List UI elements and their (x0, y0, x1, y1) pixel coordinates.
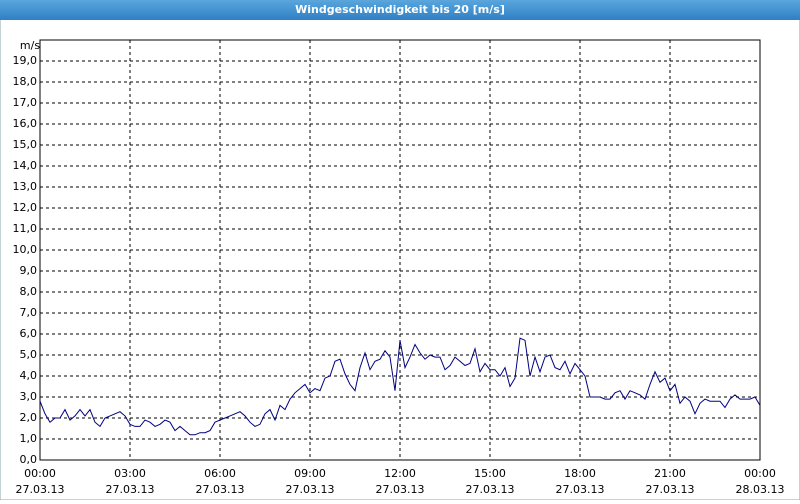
x-tick-label: 12:00 (384, 467, 416, 480)
x-tick-date: 27.03.13 (376, 483, 425, 496)
y-tick-label: 9,0 (20, 264, 38, 277)
y-tick-label: 3,0 (20, 390, 38, 403)
y-tick-label: 6,0 (20, 327, 38, 340)
title-bar (0, 0, 800, 20)
y-tick-label: 1,0 (20, 432, 38, 445)
x-tick-label: 03:00 (114, 467, 146, 480)
y-tick-label: 16,0 (13, 117, 38, 130)
y-tick-label: 11,0 (13, 222, 38, 235)
x-tick-label: 06:00 (204, 467, 236, 480)
y-tick-label: 12,0 (13, 201, 38, 214)
y-axis-label: m/s (20, 39, 40, 52)
y-tick-label: 19,0 (13, 54, 38, 67)
x-tick-date: 27.03.13 (556, 483, 605, 496)
x-tick-date: 27.03.13 (286, 483, 335, 496)
data-line (39, 337, 761, 436)
y-tick-label: 7,0 (20, 306, 38, 319)
x-tick-label: 00:00 (24, 467, 56, 480)
x-tick-label: 09:00 (294, 467, 326, 480)
x-tick-date: 28.03.13 (736, 483, 785, 496)
y-tick-label: 4,0 (20, 369, 38, 382)
y-tick-label: 17,0 (13, 96, 38, 109)
y-tick-label: 8,0 (20, 285, 38, 298)
y-tick-label: 5,0 (20, 348, 38, 361)
x-tick-date: 27.03.13 (466, 483, 515, 496)
x-tick-date: 27.03.13 (106, 483, 155, 496)
y-tick-label: 18,0 (13, 75, 38, 88)
x-tick-label: 00:00 (744, 467, 776, 480)
x-tick-label: 21:00 (654, 467, 686, 480)
chart-title: Windgeschwindigkeit bis 20 [m/s] (295, 3, 505, 16)
y-tick-label: 10,0 (13, 243, 38, 256)
y-tick-label: 14,0 (13, 159, 38, 172)
y-tick-label: 2,0 (20, 411, 38, 424)
y-tick-label: 0,0 (20, 453, 38, 466)
x-tick-label: 18:00 (564, 467, 596, 480)
x-tick-date: 27.03.13 (646, 483, 695, 496)
x-tick-label: 15:00 (474, 467, 506, 480)
x-tick-date: 27.03.13 (196, 483, 245, 496)
y-tick-label: 13,0 (13, 180, 38, 193)
y-tick-label: 15,0 (13, 138, 38, 151)
x-tick-date: 27.03.13 (16, 483, 65, 496)
